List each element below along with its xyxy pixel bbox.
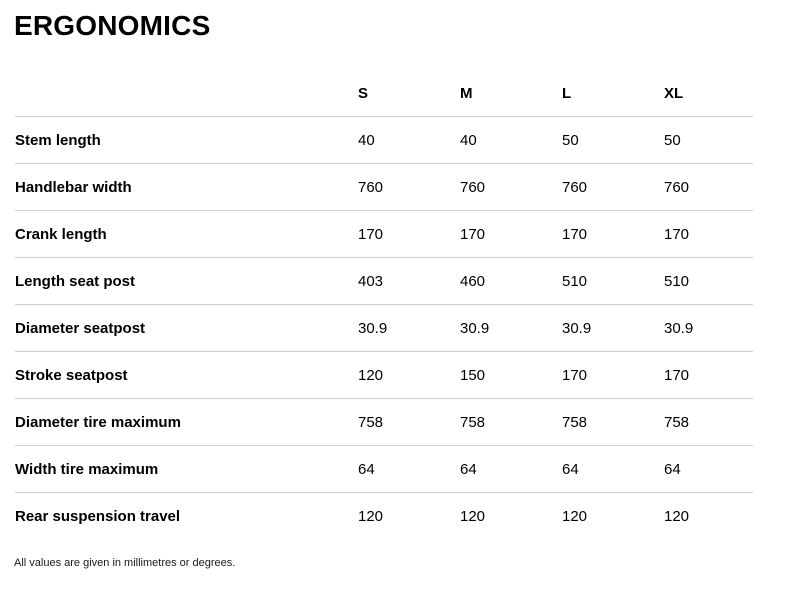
value-cell: 170 — [460, 225, 486, 243]
page-title: ERGONOMICS — [14, 10, 211, 41]
row-label: Crank length — [15, 225, 107, 243]
table-row: Crank length 170 170 170 170 — [15, 211, 753, 258]
value-cell: 64 — [562, 460, 579, 478]
value-cell: 760 — [460, 178, 486, 196]
table-row: Length seat post 403 460 510 510 — [15, 258, 753, 305]
value-cell: 760 — [562, 178, 588, 196]
value-cell: 758 — [664, 413, 690, 431]
value-cell: 64 — [358, 460, 375, 478]
row-label: Stem length — [15, 131, 101, 149]
size-column-header-m: M — [460, 84, 473, 102]
size-column-header-s: S — [358, 84, 369, 102]
value-cell: 170 — [664, 366, 690, 384]
table-body: Stem length 40 40 50 50 Handlebar width 760 760… — [15, 117, 753, 540]
table-row: Width tire maximum 64 64 64 64 — [15, 446, 753, 493]
table-row: Diameter tire maximum 758 758 758 758 — [15, 399, 753, 446]
row-label: Diameter tire maximum — [15, 413, 181, 431]
units-footnote: All values are given in millimetres or d… — [14, 557, 236, 569]
value-cell: 30.9 — [460, 319, 490, 337]
value-cell: 170 — [562, 366, 588, 384]
value-cell: 30.9 — [562, 319, 592, 337]
row-label: Rear suspension travel — [15, 507, 181, 525]
value-cell: 40 — [358, 131, 375, 149]
value-cell: 64 — [664, 460, 681, 478]
value-cell: 120 — [460, 507, 486, 525]
value-cell: 40 — [460, 131, 477, 149]
value-cell: 120 — [358, 366, 384, 384]
row-label: Handlebar width — [15, 178, 132, 196]
value-cell: 50 — [562, 131, 579, 149]
value-cell: 758 — [562, 413, 588, 431]
value-cell: 30.9 — [664, 319, 694, 337]
value-cell: 758 — [358, 413, 384, 431]
value-cell: 50 — [664, 131, 681, 149]
value-cell: 120 — [358, 507, 384, 525]
row-label: Width tire maximum — [15, 460, 159, 478]
value-cell: 760 — [358, 178, 384, 196]
row-label: Diameter seatpost — [15, 319, 146, 337]
row-label: Stroke seatpost — [15, 366, 128, 384]
table-header-row: S M L XL — [15, 70, 753, 117]
value-cell: 510 — [562, 272, 588, 290]
value-cell: 150 — [460, 366, 486, 384]
value-cell: 510 — [664, 272, 690, 290]
size-column-header-l: L — [562, 84, 572, 102]
table-row: Stroke seatpost 120 150 170 170 — [15, 352, 753, 399]
value-cell: 758 — [460, 413, 486, 431]
value-cell: 170 — [562, 225, 588, 243]
table-row: Diameter seatpost 30.9 30.9 30.9 30.9 — [15, 305, 753, 352]
value-cell: 460 — [460, 272, 486, 290]
value-cell: 170 — [664, 225, 690, 243]
value-cell: 403 — [358, 272, 384, 290]
table-row: Stem length 40 40 50 50 — [15, 117, 753, 164]
row-label-header — [15, 70, 358, 117]
value-cell: 760 — [664, 178, 690, 196]
value-cell: 64 — [460, 460, 477, 478]
value-cell: 170 — [358, 225, 384, 243]
table-row: Rear suspension travel 120 120 120 120 — [15, 493, 753, 540]
row-label: Length seat post — [15, 272, 136, 290]
value-cell: 120 — [562, 507, 588, 525]
value-cell: 120 — [664, 507, 690, 525]
size-column-header-xl: XL — [664, 84, 684, 102]
value-cell: 30.9 — [358, 319, 388, 337]
table-row: Handlebar width 760 760 760 760 — [15, 164, 753, 211]
ergonomics-table: S M L XL Stem length 40 40 50 50 Handlebar width… — [15, 70, 753, 539]
